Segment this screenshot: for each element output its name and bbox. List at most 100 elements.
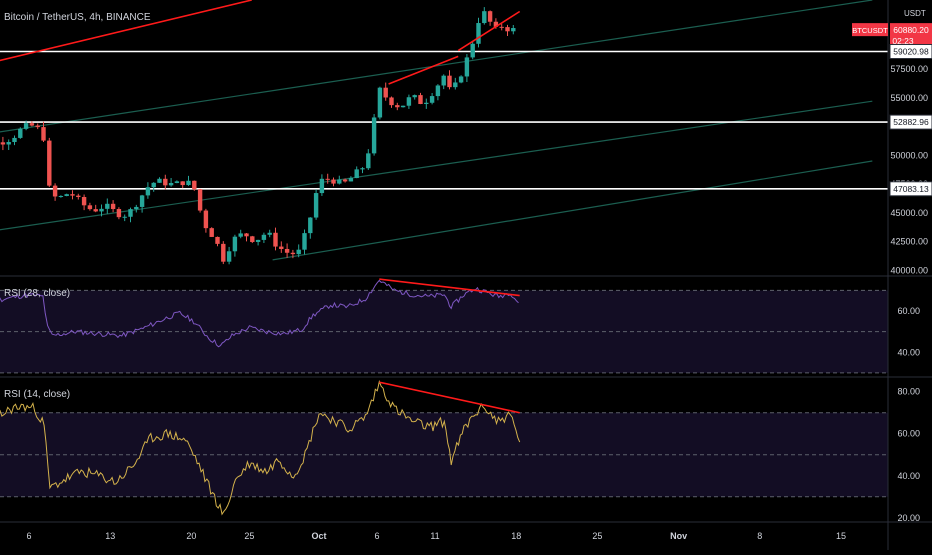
candle-down[interactable]: [244, 233, 249, 237]
candle-down[interactable]: [87, 205, 93, 210]
candle-down[interactable]: [447, 75, 452, 88]
candle-up[interactable]: [313, 193, 319, 218]
candle-up[interactable]: [255, 239, 261, 242]
price-trendline[interactable]: [388, 55, 459, 85]
rsi28-trendline[interactable]: [379, 278, 520, 297]
candle-down[interactable]: [279, 246, 284, 249]
candle-down[interactable]: [197, 189, 203, 211]
candle-down[interactable]: [0, 142, 6, 145]
candle-up[interactable]: [319, 178, 325, 194]
candle-down[interactable]: [221, 243, 226, 262]
candle-down[interactable]: [331, 179, 336, 184]
candle-down[interactable]: [493, 21, 499, 27]
rsi14-trendline[interactable]: [379, 381, 520, 414]
candle-down[interactable]: [290, 252, 296, 255]
candle-up[interactable]: [360, 168, 365, 170]
candle-down[interactable]: [383, 87, 388, 98]
candle-up[interactable]: [453, 82, 458, 88]
candle-up[interactable]: [296, 249, 301, 255]
rsi14-pane[interactable]: [0, 379, 888, 516]
rsi14-axis[interactable]: 80.00 60.00 40.00 20.00: [897, 387, 920, 523]
candle-up[interactable]: [226, 251, 232, 262]
candle-up[interactable]: [64, 194, 69, 196]
candle-up[interactable]: [157, 178, 162, 183]
price-plot[interactable]: [0, 0, 888, 265]
candle-up[interactable]: [134, 206, 139, 210]
candle-up[interactable]: [18, 128, 23, 138]
candle-down[interactable]: [273, 232, 278, 247]
candle-up[interactable]: [186, 180, 191, 186]
candle-down[interactable]: [81, 197, 87, 206]
candle-up[interactable]: [174, 181, 180, 183]
candle-up[interactable]: [308, 217, 313, 234]
candle-down[interactable]: [35, 125, 40, 128]
candle-down[interactable]: [395, 105, 400, 108]
candle-down[interactable]: [29, 123, 35, 126]
candle-up[interactable]: [23, 123, 29, 129]
candle-up[interactable]: [145, 187, 151, 196]
candle-down[interactable]: [203, 210, 209, 229]
candle-up[interactable]: [261, 234, 267, 240]
price-axis[interactable]: 55000.00 50000.00 45000.00 42500.00 40000.00…: [890, 64, 928, 275]
candle-down[interactable]: [325, 178, 330, 180]
candle-up[interactable]: [366, 153, 371, 169]
candle-up[interactable]: [168, 182, 174, 186]
candle-up[interactable]: [482, 11, 487, 24]
candle-down[interactable]: [70, 194, 75, 196]
candle-up[interactable]: [406, 97, 412, 106]
candle-up[interactable]: [348, 178, 354, 182]
price-trendline[interactable]: [0, 0, 252, 70]
rsi28-pane[interactable]: [0, 278, 888, 374]
candle-up[interactable]: [470, 43, 475, 58]
candle-up[interactable]: [371, 117, 377, 154]
candle-up[interactable]: [122, 216, 127, 218]
rsi28-axis[interactable]: 60.00 40.00: [897, 306, 920, 357]
candle-up[interactable]: [464, 57, 470, 77]
candle-up[interactable]: [12, 137, 17, 143]
candle-up[interactable]: [424, 102, 429, 105]
candle-up[interactable]: [302, 233, 307, 250]
candle-up[interactable]: [58, 195, 64, 197]
candle-up[interactable]: [476, 23, 481, 44]
candle-up[interactable]: [429, 96, 435, 103]
candle-down[interactable]: [284, 248, 290, 253]
candle-up[interactable]: [99, 208, 104, 212]
candle-down[interactable]: [93, 209, 98, 212]
candle-up[interactable]: [337, 179, 342, 184]
candle-up[interactable]: [412, 95, 417, 98]
candle-up[interactable]: [6, 142, 11, 145]
candle-up[interactable]: [139, 195, 145, 207]
candle-down[interactable]: [180, 181, 185, 186]
channel-line[interactable]: [272, 160, 873, 261]
candle-up[interactable]: [267, 232, 272, 235]
candle-down[interactable]: [192, 180, 197, 190]
candle-up[interactable]: [458, 76, 464, 83]
rsi28-line[interactable]: [0, 279, 519, 348]
candle-up[interactable]: [238, 233, 243, 237]
candle-down[interactable]: [505, 27, 510, 32]
candle-down[interactable]: [499, 26, 504, 28]
candle-down[interactable]: [342, 179, 348, 182]
candle-down[interactable]: [487, 11, 493, 22]
price-pane[interactable]: [0, 0, 888, 265]
channel-line[interactable]: [0, 0, 873, 138]
time-axis[interactable]: 6 13 20 25 Oct 6 11 18 25 Nov 8 15: [26, 531, 846, 541]
candle-down[interactable]: [250, 236, 255, 242]
price-trendline[interactable]: [457, 10, 521, 52]
candle-down[interactable]: [41, 127, 46, 141]
candle-up[interactable]: [128, 209, 133, 217]
candle-down[interactable]: [209, 228, 214, 237]
candle-down[interactable]: [418, 95, 423, 105]
candle-down[interactable]: [110, 203, 116, 210]
candle-up[interactable]: [232, 236, 238, 252]
candle-up[interactable]: [105, 203, 110, 209]
candle-down[interactable]: [52, 185, 58, 197]
channel-line[interactable]: [0, 100, 873, 236]
candle-down[interactable]: [47, 140, 52, 186]
candle-up[interactable]: [400, 105, 406, 108]
candle-down[interactable]: [116, 209, 122, 218]
candle-up[interactable]: [354, 169, 359, 179]
candle-up[interactable]: [377, 87, 383, 118]
